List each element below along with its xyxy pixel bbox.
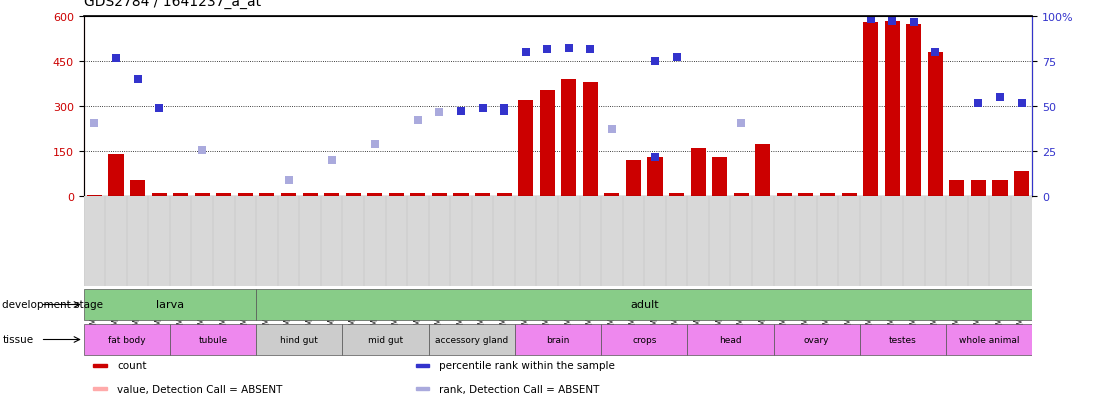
Bar <box>453 194 469 197</box>
Bar <box>84 289 257 320</box>
Bar <box>194 194 210 197</box>
Bar <box>302 194 318 197</box>
Bar <box>1014 171 1029 197</box>
Bar <box>346 194 360 197</box>
Bar <box>668 194 684 197</box>
Bar <box>415 364 430 367</box>
Bar <box>540 90 555 197</box>
Bar <box>108 154 124 197</box>
Bar <box>429 324 514 356</box>
Bar <box>687 324 773 356</box>
Bar <box>257 324 343 356</box>
Bar <box>87 195 102 197</box>
Bar <box>514 324 602 356</box>
Bar <box>885 21 899 197</box>
Bar <box>217 194 231 197</box>
Bar <box>950 180 964 197</box>
Bar <box>583 83 598 197</box>
Bar <box>518 101 533 197</box>
Bar <box>411 194 425 197</box>
Bar <box>602 324 687 356</box>
Bar <box>626 161 641 197</box>
Bar <box>94 387 107 390</box>
Text: percentile rank within the sample: percentile rank within the sample <box>440 361 615 370</box>
Bar <box>259 194 275 197</box>
Bar <box>605 194 619 197</box>
Bar <box>733 194 749 197</box>
Bar <box>281 194 296 197</box>
Text: tubule: tubule <box>199 335 228 344</box>
Bar <box>257 289 1032 320</box>
Bar <box>367 194 383 197</box>
Text: fat body: fat body <box>108 335 145 344</box>
Bar <box>777 194 792 197</box>
Bar <box>906 24 922 197</box>
Bar <box>756 144 770 197</box>
Bar <box>691 149 705 197</box>
Bar <box>497 194 511 197</box>
Bar <box>647 158 663 197</box>
Bar <box>927 53 943 197</box>
Bar <box>170 324 257 356</box>
Text: development stage: development stage <box>2 300 104 310</box>
Text: count: count <box>117 361 146 370</box>
Text: rank, Detection Call = ABSENT: rank, Detection Call = ABSENT <box>440 384 599 394</box>
Text: whole animal: whole animal <box>959 335 1019 344</box>
Bar <box>863 23 878 197</box>
Bar <box>820 194 835 197</box>
Bar <box>561 80 576 197</box>
Bar <box>324 194 339 197</box>
Text: ovary: ovary <box>804 335 829 344</box>
Text: mid gut: mid gut <box>368 335 403 344</box>
Text: GDS2784 / 1641237_a_at: GDS2784 / 1641237_a_at <box>84 0 261 9</box>
Bar <box>971 180 985 197</box>
Bar <box>173 194 189 197</box>
Bar <box>773 324 859 356</box>
Text: adult: adult <box>629 300 658 310</box>
Bar <box>712 158 728 197</box>
Text: value, Detection Call = ABSENT: value, Detection Call = ABSENT <box>117 384 282 394</box>
Bar <box>798 194 814 197</box>
Text: larva: larva <box>156 300 184 310</box>
Text: tissue: tissue <box>2 335 33 345</box>
Text: hind gut: hind gut <box>280 335 318 344</box>
Bar <box>859 324 946 356</box>
Bar <box>946 324 1032 356</box>
Text: crops: crops <box>632 335 656 344</box>
Bar <box>992 180 1008 197</box>
Bar <box>84 324 170 356</box>
Bar <box>343 324 429 356</box>
Text: testes: testes <box>889 335 917 344</box>
Bar <box>475 194 490 197</box>
Bar <box>388 194 404 197</box>
Bar <box>131 180 145 197</box>
Text: brain: brain <box>547 335 569 344</box>
Text: head: head <box>719 335 742 344</box>
Text: accessory gland: accessory gland <box>435 335 509 344</box>
Bar <box>238 194 253 197</box>
Bar <box>152 194 166 197</box>
Bar <box>94 364 107 367</box>
Bar <box>841 194 857 197</box>
Bar <box>415 387 430 390</box>
Bar <box>432 194 448 197</box>
